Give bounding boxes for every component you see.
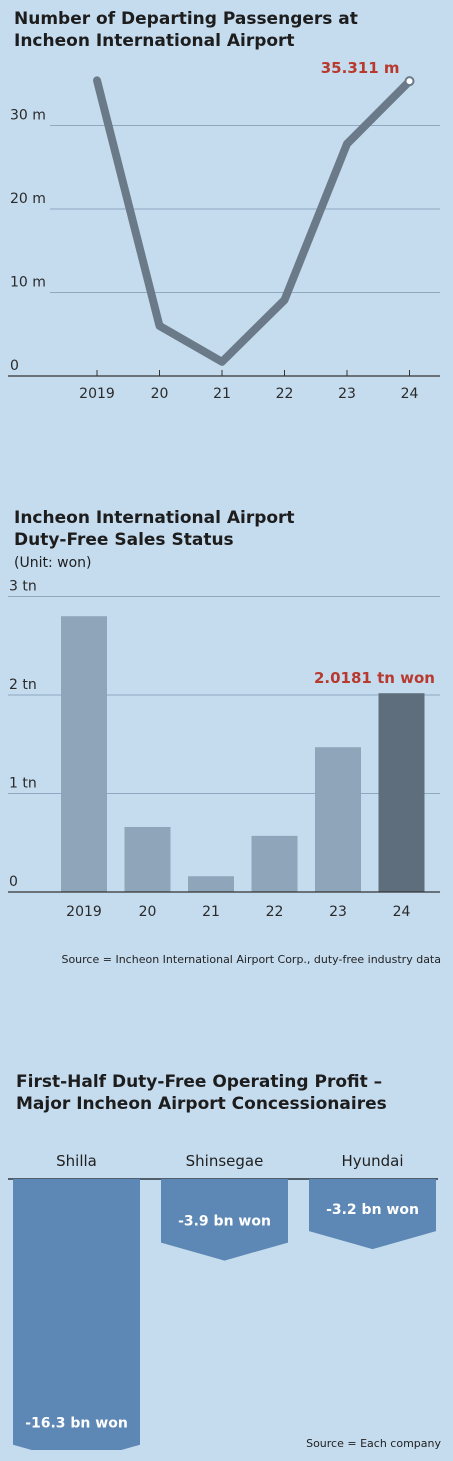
line-chart-title-line-1: Number of Departing Passengers at — [14, 9, 358, 29]
x-tick-label: 22 — [276, 386, 294, 402]
category-label: Shilla — [56, 1152, 97, 1170]
bar — [61, 616, 107, 892]
y-tick-label: 0 — [10, 358, 19, 374]
y-tick-label: 2 tn — [9, 677, 37, 693]
x-tick-label: 24 — [393, 904, 411, 920]
x-tick-label: 20 — [139, 904, 157, 920]
category-label: Shinsegae — [186, 1152, 264, 1170]
sales-chart-title-line-2: Duty-Free Sales Status — [14, 530, 234, 550]
sales-chart-unit: (Unit: won) — [14, 555, 92, 571]
sales-chart-source: Source = Incheon International Airport C… — [61, 953, 441, 966]
bar — [378, 693, 425, 892]
x-tick-label: 2019 — [79, 386, 115, 402]
x-tick-label: 22 — [266, 904, 284, 920]
bar — [124, 826, 171, 892]
sales-chart-title: Incheon International Airport Duty-Free … — [14, 507, 295, 574]
x-tick-label: 23 — [329, 904, 347, 920]
x-tick-label: 2019 — [66, 904, 102, 920]
category-label: Hyundai — [341, 1152, 403, 1170]
y-tick-label: 20 m — [10, 191, 46, 207]
bar — [161, 1179, 288, 1261]
x-tick-label: 23 — [338, 386, 356, 402]
y-tick-label: 10 m — [10, 275, 46, 291]
x-tick-label: 21 — [202, 904, 220, 920]
value-label: -3.9 bn won — [178, 1214, 271, 1230]
bar — [315, 747, 361, 892]
bar — [13, 1179, 140, 1450]
series-line — [93, 76, 414, 366]
line-chart: 0 10 m 20 m 30 m 2019 20 21 22 23 24 35.311 m — [8, 59, 440, 402]
profit-chart-title-line-2: Major Incheon Airport Concessionaires — [16, 1094, 387, 1114]
profit-chart-title-line-1: First-Half Duty-Free Operating Profit – — [16, 1072, 383, 1092]
profit-bar-chart: Shilla -16.3 bn won Shinsegae -3.9 bn won Hy… — [8, 1152, 438, 1450]
end-point-marker — [404, 76, 415, 87]
profit-chart-source: Source = Each company — [306, 1437, 441, 1450]
y-tick-label: 3 tn — [9, 579, 37, 595]
y-tick-label: 1 tn — [9, 776, 37, 792]
bar — [309, 1179, 436, 1250]
x-tick-label: 20 — [151, 386, 169, 402]
highlight-value-label: 2.0181 tn won — [314, 669, 435, 687]
sales-chart-title-line-1: Incheon International Airport — [14, 508, 295, 528]
value-label: -3.2 bn won — [326, 1202, 419, 1218]
bar — [188, 876, 234, 892]
line-chart-title-line-2: Incheon International Airport — [14, 31, 295, 51]
sales-bar-chart: 0 1 tn 2 tn 3 tn 2019 20 21 22 23 24 2.0181 tn won — [8, 579, 440, 920]
y-tick-label: 30 m — [10, 108, 46, 124]
x-tick-label: 24 — [401, 386, 419, 402]
value-label: -16.3 bn won — [25, 1416, 128, 1432]
end-value-label: 35.311 m — [321, 59, 400, 77]
profit-chart-title: First-Half Duty-Free Operating Profit – … — [16, 1071, 387, 1115]
bar — [251, 835, 298, 892]
y-tick-label: 0 — [9, 874, 18, 890]
line-chart-title: Number of Departing Passengers at Incheo… — [14, 8, 358, 52]
x-tick-label: 21 — [213, 386, 231, 402]
